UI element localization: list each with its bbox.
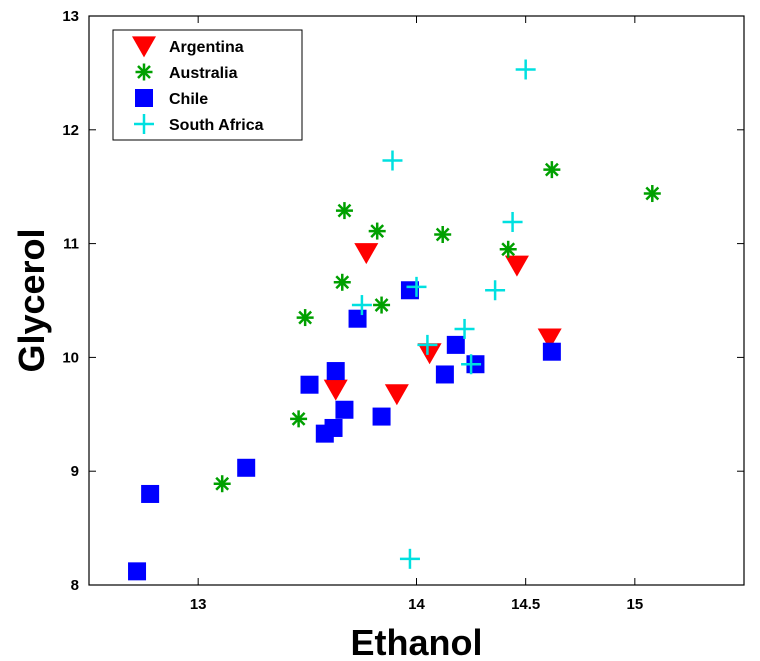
legend-marker xyxy=(132,36,156,58)
y-tick-label: 9 xyxy=(71,463,79,480)
data-point xyxy=(351,295,372,316)
data-point xyxy=(446,335,465,354)
data-point xyxy=(372,407,391,426)
data-point xyxy=(300,375,319,394)
data-point xyxy=(543,161,561,179)
data-point xyxy=(485,280,506,301)
data-point xyxy=(435,365,454,384)
data-point xyxy=(461,354,482,375)
legend-label: Argentina xyxy=(169,39,244,56)
data-point xyxy=(354,243,379,265)
x-tick-label: 14.5 xyxy=(511,596,540,613)
data-point xyxy=(335,400,354,419)
y-tick-label: 11 xyxy=(63,236,79,253)
data-point xyxy=(454,318,475,339)
data-point xyxy=(502,211,523,232)
data-point xyxy=(237,458,256,477)
data-point xyxy=(417,334,438,355)
data-point xyxy=(434,225,452,243)
x-tick-label: 13 xyxy=(190,596,207,613)
data-point xyxy=(213,475,231,493)
data-point xyxy=(326,362,345,381)
y-tick-label: 13 xyxy=(62,8,79,25)
legend: Argentina Australia Chile South Africa xyxy=(112,29,303,141)
data-point xyxy=(499,240,517,258)
data-point xyxy=(515,59,536,80)
data-point xyxy=(384,384,409,406)
data-points xyxy=(128,59,661,581)
data-point xyxy=(643,185,661,203)
series-south-africa xyxy=(351,59,536,569)
data-point xyxy=(128,562,147,581)
data-point xyxy=(348,309,367,328)
data-point xyxy=(373,296,391,314)
series-chile xyxy=(128,281,561,581)
data-point xyxy=(296,309,314,327)
y-tick-label: 12 xyxy=(62,122,79,139)
data-point xyxy=(399,548,420,569)
series-australia xyxy=(213,161,661,493)
data-point xyxy=(368,222,386,240)
data-point xyxy=(324,418,343,437)
data-point xyxy=(542,342,561,361)
legend-label: Chile xyxy=(169,91,208,108)
x-axis-title: Ethanol xyxy=(351,622,483,661)
data-point xyxy=(333,273,351,291)
data-point xyxy=(504,255,529,277)
x-tick-label: 15 xyxy=(626,596,643,613)
y-tick-label: 8 xyxy=(71,577,79,594)
data-point xyxy=(323,379,348,401)
data-point xyxy=(382,150,403,171)
legend-label: South Africa xyxy=(169,117,264,134)
legend-label: Australia xyxy=(169,65,238,82)
data-point xyxy=(335,202,353,220)
data-point xyxy=(141,484,160,503)
data-point xyxy=(290,410,308,428)
x-tick-label: 14 xyxy=(408,596,425,613)
series-argentina xyxy=(323,243,562,406)
legend-marker xyxy=(135,89,153,107)
data-point xyxy=(417,343,442,365)
legend-marker xyxy=(135,63,153,81)
y-axis-title: Glycerol xyxy=(11,228,52,372)
data-point xyxy=(406,276,427,297)
axis-ticks: 13 14 14.5 15 8 9 10 11 12 13 xyxy=(62,8,744,613)
legend-marker xyxy=(134,114,154,134)
data-point xyxy=(537,328,562,350)
y-tick-label: 10 xyxy=(62,349,79,366)
